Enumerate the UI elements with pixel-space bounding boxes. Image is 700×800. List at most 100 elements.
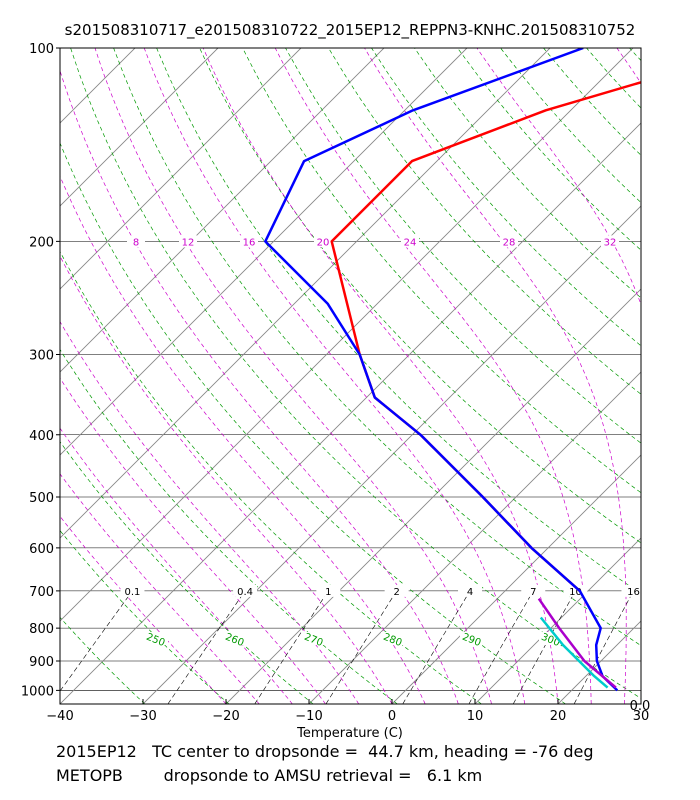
y-tick-label: 900 bbox=[29, 655, 54, 670]
x-tick-label: 30 bbox=[633, 709, 650, 724]
dry-adiabat-label-bg bbox=[460, 632, 484, 646]
dry-adiabat-line bbox=[60, 142, 566, 704]
isotherm-line bbox=[60, 48, 302, 290]
moist-adiabat-line bbox=[60, 69, 459, 704]
isotherm-line bbox=[60, 48, 551, 539]
mixing-ratio-label: 2 bbox=[393, 587, 399, 598]
moist-adiabat-label: 16 bbox=[243, 237, 256, 248]
x-tick-label: −30 bbox=[129, 709, 156, 724]
dry-adiabat-label-bg bbox=[539, 632, 563, 646]
mixing-ratio-label: 16 bbox=[627, 587, 640, 598]
dry-adiabat-line bbox=[328, 48, 641, 395]
isotherm-line bbox=[225, 288, 641, 704]
mixing-ratio-label-bg bbox=[120, 584, 145, 597]
moist-adiabat-label: 28 bbox=[503, 237, 516, 248]
moist-adiabat-line bbox=[60, 473, 260, 704]
mixing-ratio-line bbox=[325, 590, 397, 704]
profile-line-dropsonde-dewpoint bbox=[539, 616, 609, 689]
mixing-ratio-line bbox=[402, 590, 471, 704]
x-tick-label: 20 bbox=[550, 709, 567, 724]
dry-adiabat-label-bg bbox=[302, 632, 326, 646]
moist-adiabat-line bbox=[94, 48, 492, 704]
dry-adiabat-line bbox=[60, 348, 398, 704]
moist-adiabat-line bbox=[364, 48, 627, 704]
isotherm-line bbox=[60, 122, 641, 704]
moist-adiabat-label: 20 bbox=[317, 237, 330, 248]
chart-title: s201508310717_e201508310722_2015EP12_REP… bbox=[64, 21, 636, 39]
x-tick-label: 10 bbox=[467, 709, 484, 724]
isotherm-line bbox=[0, 48, 52, 704]
moist-adiabat-label: 32 bbox=[604, 237, 617, 248]
moist-adiabat-label-bg bbox=[179, 235, 197, 248]
isotherm-line bbox=[142, 205, 641, 704]
mixing-ratio-line bbox=[254, 590, 329, 704]
mixing-ratio-label: 0.4 bbox=[237, 587, 253, 598]
y-tick-label: 200 bbox=[29, 235, 54, 250]
x-tick-label: −20 bbox=[212, 709, 239, 724]
y-tick-label: 800 bbox=[29, 622, 54, 637]
moist-adiabat-line bbox=[60, 255, 393, 704]
mixing-ratio-label: 4 bbox=[467, 587, 473, 598]
moist-adiabat-label: 8 bbox=[133, 237, 139, 248]
dry-adiabat-line bbox=[60, 441, 314, 704]
moist-adiabat-line bbox=[60, 175, 426, 704]
moist-adiabat-line bbox=[143, 48, 526, 704]
dry-adiabat-line bbox=[199, 48, 641, 544]
dry-adiabat-line bbox=[60, 616, 146, 704]
dry-adiabat-line bbox=[242, 48, 641, 494]
isotherm-line bbox=[640, 703, 641, 704]
moist-adiabat-label-bg bbox=[500, 235, 518, 248]
mixing-ratio-label-bg bbox=[384, 584, 409, 597]
x-tick-label: −40 bbox=[46, 709, 73, 724]
y-tick-label: 700 bbox=[29, 585, 54, 600]
dry-adiabat-line bbox=[60, 529, 230, 704]
mixing-ratio-label: 1 bbox=[325, 587, 331, 598]
dry-adiabat-label-bg bbox=[223, 632, 247, 646]
dry-adiabat-line bbox=[673, 48, 700, 704]
y-tick-label: 300 bbox=[29, 348, 54, 363]
dry-adiabat-line bbox=[629, 48, 641, 62]
isotherm-line bbox=[60, 48, 385, 373]
profile-line-dewpoint bbox=[264, 48, 619, 692]
isotherm-line bbox=[391, 454, 641, 704]
mixing-ratio-label-bg bbox=[233, 584, 258, 597]
moist-adiabat-line bbox=[274, 48, 592, 704]
isotherm-line bbox=[60, 48, 136, 124]
x-axis-label: Temperature (C) bbox=[296, 726, 403, 741]
profile-line-dropsonde-temperature bbox=[537, 597, 617, 689]
plot-frame bbox=[59, 47, 642, 705]
mixing-ratio-label-bg bbox=[521, 584, 546, 597]
isotherm-line bbox=[557, 620, 641, 704]
dry-adiabat-label-bg bbox=[144, 632, 168, 646]
moist-adiabat-label-bg bbox=[401, 235, 419, 248]
mixing-ratio-label: 7 bbox=[530, 587, 536, 598]
corner-label: 0.0 bbox=[630, 699, 651, 714]
mixing-ratio-label-bg bbox=[458, 584, 483, 597]
moist-adiabat-line bbox=[60, 320, 360, 704]
mixing-ratio-line bbox=[468, 590, 534, 704]
profile-line-temperature bbox=[330, 80, 641, 592]
x-tick-label: −10 bbox=[295, 709, 322, 724]
dry-adiabat-line bbox=[371, 48, 641, 347]
dry-adiabat-line bbox=[500, 48, 641, 204]
dry-adiabat-label-bg bbox=[381, 632, 405, 646]
moist-adiabat-line bbox=[616, 48, 641, 84]
y-tick-label: 500 bbox=[29, 491, 54, 506]
footer-line-1: 2015EP12 TC center to dropsonde = 44.7 k… bbox=[56, 742, 594, 761]
mixing-ratio-line bbox=[573, 590, 634, 704]
footer-line-2: METOPB dropsonde to AMSU retrieval = 6.1… bbox=[56, 766, 483, 785]
dry-adiabat-line bbox=[285, 48, 641, 444]
moist-adiabat-label-bg bbox=[601, 235, 619, 248]
moist-adiabat-line bbox=[60, 427, 293, 704]
dry-adiabat-line bbox=[70, 48, 641, 699]
isotherm-line bbox=[60, 48, 634, 622]
mixing-ratio-label: 0.1 bbox=[124, 587, 140, 598]
mixing-ratio-label-bg bbox=[621, 584, 646, 597]
mixing-ratio-line bbox=[167, 590, 246, 704]
mixing-ratio-line bbox=[60, 590, 133, 692]
dry-adiabat-line bbox=[414, 48, 641, 299]
mixing-ratio-label-bg bbox=[316, 584, 341, 597]
y-tick-label: 1000 bbox=[21, 684, 54, 699]
isotherm-line bbox=[60, 48, 219, 207]
moist-adiabat-label-bg bbox=[240, 235, 258, 248]
